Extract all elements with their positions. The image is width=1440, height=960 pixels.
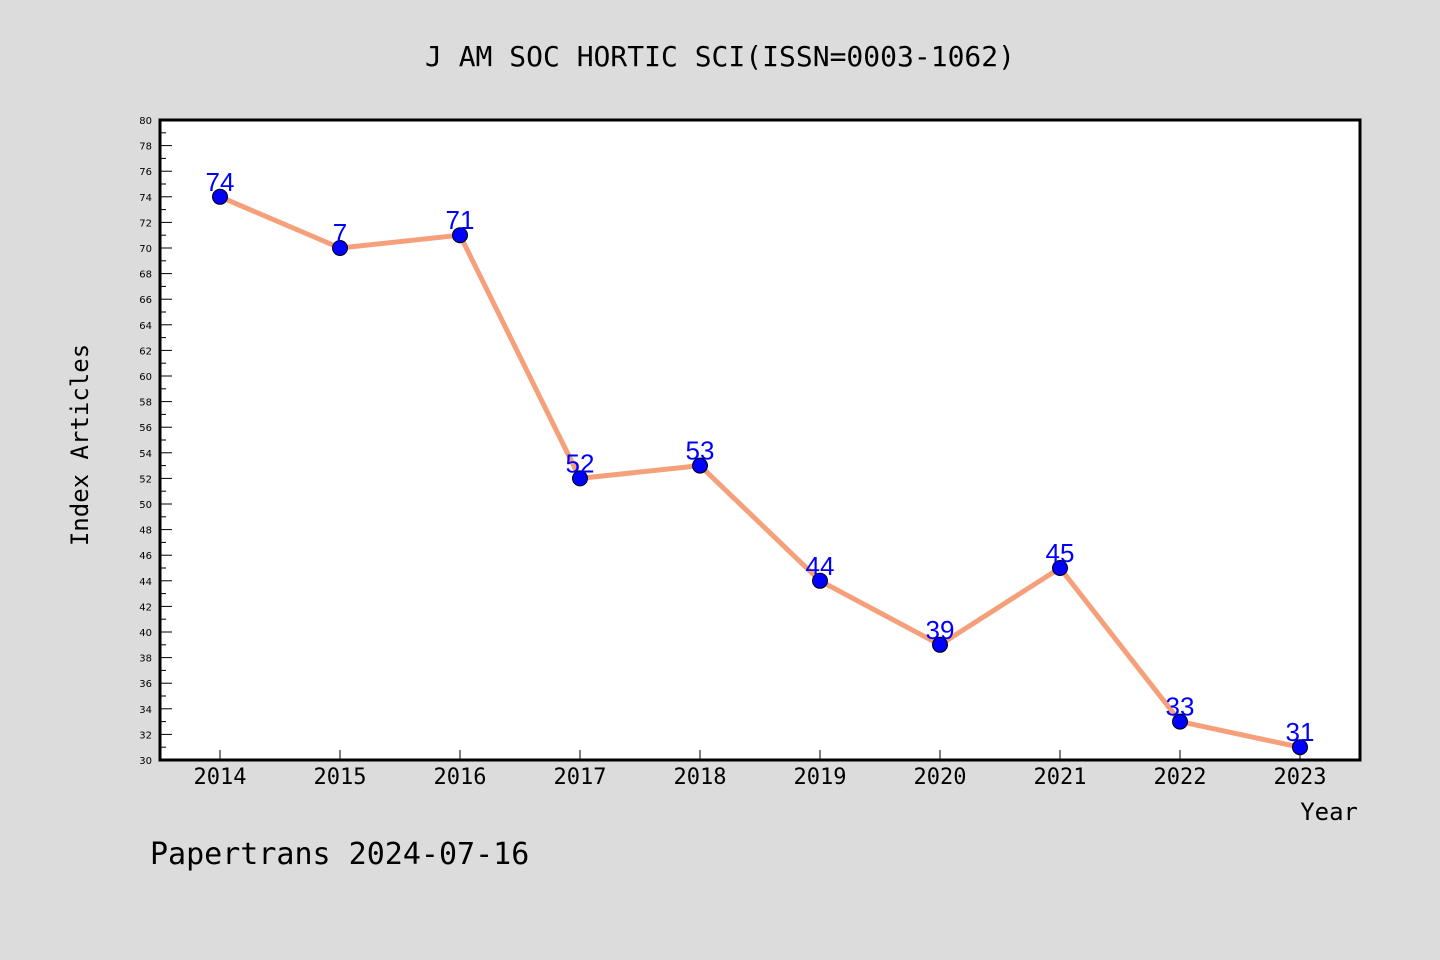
y-tick-label: 38	[139, 654, 152, 665]
plot-area	[160, 120, 1360, 760]
data-point	[1292, 739, 1308, 756]
y-tick-label: 50	[139, 500, 152, 511]
y-tick-label: 30	[139, 756, 152, 767]
series-polyline	[217, 194, 1303, 750]
y-tick-label: 70	[139, 244, 152, 255]
y-tick-label: 42	[139, 602, 152, 613]
x-tick-label: 2016	[434, 765, 487, 790]
y-tick-label: 74	[139, 193, 152, 204]
data-point	[1052, 560, 1068, 576]
y-axis-label: Index Articles	[66, 344, 94, 546]
x-axis-ticks: 2014 2015 2016 2017 2018 2019 2020 2021 2022 2023	[194, 750, 1327, 790]
series-markers	[212, 188, 1308, 756]
y-tick-label: 32	[139, 730, 152, 741]
series-line	[217, 194, 1303, 750]
data-label: 52	[566, 448, 595, 478]
y-tick-label: 64	[139, 321, 152, 332]
x-tick-label: 2020	[914, 765, 967, 790]
y-tick-label: 34	[139, 705, 152, 716]
x-tick-label: 2023	[1274, 765, 1327, 790]
data-point	[932, 636, 948, 653]
y-tick-label: 76	[139, 167, 152, 178]
x-tick-label: 2014	[194, 765, 247, 790]
data-labels: 74 7 71 52 53 44 39 45 33 31	[206, 167, 1315, 747]
x-tick-label: 2018	[674, 765, 727, 790]
data-point	[452, 227, 468, 244]
y-tick-label: 78	[139, 142, 152, 153]
x-tick-label: 2015	[314, 765, 367, 790]
data-point	[692, 457, 708, 474]
data-label: 45	[1046, 538, 1075, 568]
data-point	[1172, 713, 1188, 730]
footer-text: Papertrans 2024-07-16	[150, 837, 529, 872]
y-axis-ticks: 30 32 34 36 38 40 42 44 46 48 50 52 54 56 58 60 62 64 66 68…	[139, 116, 172, 767]
y-tick-label: 36	[139, 679, 152, 690]
plot-frame	[158, 118, 1362, 762]
data-label: 39	[926, 615, 955, 645]
y-tick-label: 66	[139, 295, 152, 306]
data-point	[212, 188, 228, 205]
data-point	[572, 470, 588, 487]
x-tick-label: 2022	[1154, 765, 1207, 790]
data-label: 31	[1286, 717, 1315, 747]
y-tick-label: 44	[139, 577, 152, 588]
y-tick-label: 56	[139, 423, 152, 434]
x-tick-label: 2021	[1034, 765, 1087, 790]
x-tick-label: 2019	[794, 765, 847, 790]
y-tick-label: 62	[139, 346, 152, 357]
y-tick-label: 58	[139, 398, 152, 409]
y-tick-label: 54	[139, 449, 152, 460]
data-label: 44	[806, 551, 835, 581]
data-label: 71	[446, 205, 475, 235]
x-tick-label: 2017	[554, 765, 607, 790]
data-label: 7	[333, 218, 347, 248]
data-label: 33	[1166, 692, 1195, 722]
y-tick-label: 48	[139, 526, 152, 537]
chart-title: J AM SOC HORTIC SCI(ISSN=0003-1062)	[425, 40, 1015, 73]
y-tick-label: 68	[139, 270, 152, 281]
y-tick-label: 60	[139, 372, 152, 383]
data-point	[332, 240, 348, 256]
y-tick-label: 52	[139, 474, 152, 485]
data-point	[812, 572, 828, 589]
y-tick-label: 80	[139, 116, 152, 127]
y-tick-label: 72	[139, 218, 152, 229]
x-axis-label: Year	[1300, 798, 1358, 826]
y-tick-label: 46	[139, 551, 152, 562]
data-label: 74	[206, 167, 235, 197]
data-label: 53	[686, 436, 715, 466]
y-tick-label: 40	[139, 628, 152, 639]
